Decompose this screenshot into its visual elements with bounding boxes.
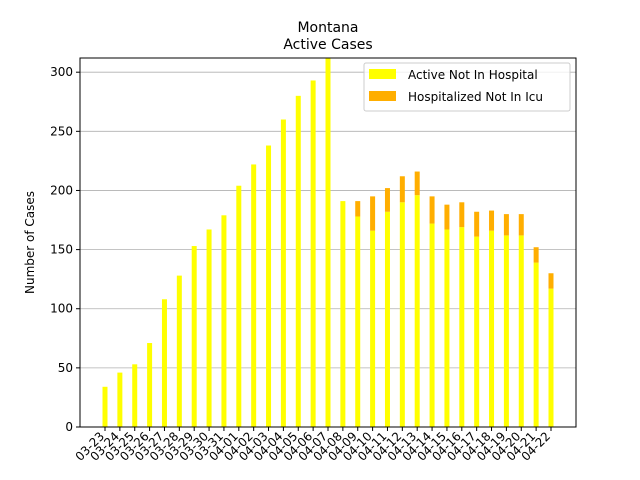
bar-active-not-in-hospital [147,343,153,427]
legend-label-hospitalized-not-in-icu: Hospitalized Not In Icu [408,90,543,104]
bar-active-not-in-hospital [280,119,286,427]
bar-active-not-in-hospital [474,236,480,427]
bar-hospitalized-not-in-icu [444,204,450,230]
bar-hospitalized-not-in-icu [474,211,480,237]
bar-active-not-in-hospital [132,364,138,427]
bar-active-not-in-hospital [206,229,212,427]
chart-title-line1: Montana [297,20,358,36]
plot-frame [79,57,577,428]
bar-active-not-in-hospital [251,164,257,427]
chart-title-line2: Active Cases [283,37,372,53]
bar-active-not-in-hospital [459,227,465,427]
bar-active-not-in-hospital [444,229,450,427]
bar-hospitalized-not-in-icu [548,273,554,289]
bar-active-not-in-hospital [266,145,272,427]
bar-hospitalized-not-in-icu [533,247,539,263]
bar-active-not-in-hospital [176,275,182,427]
bar-active-not-in-hospital [310,80,316,427]
legend-label-active-not-in-hospital: Active Not In Hospital [408,68,538,82]
bar-hospitalized-not-in-icu [414,171,420,196]
bar-active-not-in-hospital [548,288,554,427]
bar-active-not-in-hospital [489,230,495,427]
y-tick-label: 200 [50,183,73,197]
y-tick-label: 150 [50,243,73,257]
bar-hospitalized-not-in-icu [370,196,376,231]
legend: Active Not In Hospital Hospitalized Not … [363,62,571,112]
bar-hospitalized-not-in-icu [429,196,435,224]
bar-hospitalized-not-in-icu [459,202,465,228]
bar-active-not-in-hospital [429,223,435,427]
bar-active-not-in-hospital [102,386,108,427]
legend-swatch-hospitalized-not-in-icu [369,91,396,101]
legend-frame [363,62,571,112]
bars [102,58,554,427]
bar-active-not-in-hospital [355,216,361,427]
bar-active-not-in-hospital [503,235,509,427]
y-tick-label: 100 [50,302,73,316]
y-axis: 0 50 100 150 200 250 300 [50,65,80,434]
bar-active-not-in-hospital [384,211,390,427]
bar-active-not-in-hospital [191,246,197,427]
y-tick-label: 250 [50,124,73,138]
bar-active-not-in-hospital [414,195,420,427]
bar-hospitalized-not-in-icu [489,210,495,231]
bar-hospitalized-not-in-icu [355,201,361,217]
bar-active-not-in-hospital [533,262,539,427]
y-axis-label: Number of Cases [23,191,37,294]
bar-active-not-in-hospital [221,215,227,427]
bar-active-not-in-hospital [117,372,123,427]
bar-hospitalized-not-in-icu [518,214,524,236]
bar-active-not-in-hospital [295,95,301,427]
bar-active-not-in-hospital [325,58,331,427]
y-tick-label: 300 [50,65,73,79]
bar-active-not-in-hospital [399,202,405,427]
y-tick-label: 0 [65,420,73,434]
legend-swatch-active-not-in-hospital [369,69,396,79]
bar-hospitalized-not-in-icu [503,214,509,236]
bar-active-not-in-hospital [161,299,167,427]
y-tick-label: 50 [58,361,73,375]
x-axis: 03-2303-2403-2503-2603-2703-2803-2903-30… [73,427,553,464]
bar-active-not-in-hospital [370,230,376,427]
bar-hospitalized-not-in-icu [399,176,405,203]
bar-active-not-in-hospital [236,185,242,427]
bar-active-not-in-hospital [518,235,524,427]
bar-hospitalized-not-in-icu [384,188,390,212]
bar-active-not-in-hospital [340,201,346,427]
